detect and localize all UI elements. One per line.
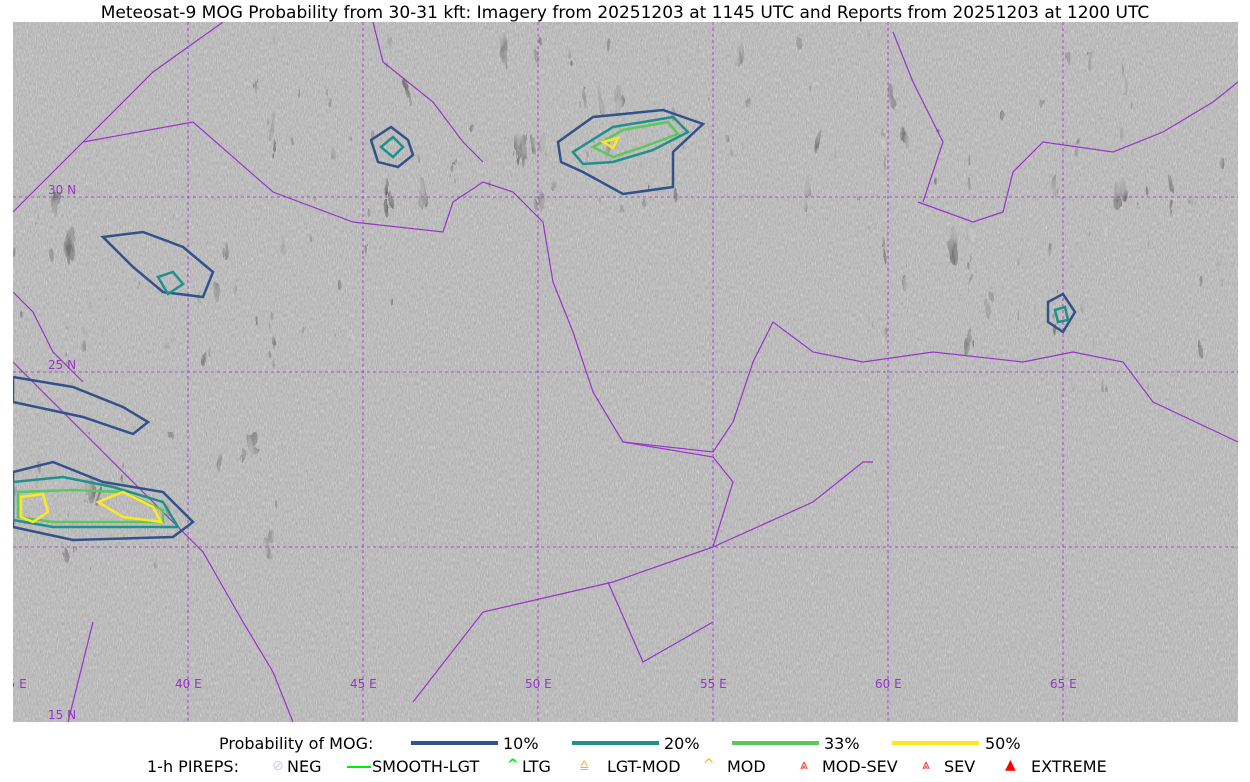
legend-label: MOD [727,757,766,776]
lat-label: 25 N [48,358,76,372]
legend-label: LTG [522,757,551,776]
chart-title: Meteosat-9 MOG Probability from 30-31 kf… [100,3,1150,23]
mod-icon: ^ [703,757,715,773]
lon-label: 40 E [175,677,202,691]
lon-labels: 35 E 40 E 45 E 50 E 55 E 60 E 65 E 30 N … [13,183,1077,722]
lon-label: 60 E [875,677,902,691]
country-borders [13,22,1238,722]
mod-sev-icon: ⩓ [800,757,808,773]
lat-label: 15 N [48,708,76,722]
neg-icon: ⊘ [272,758,284,774]
legend-label: NEG [287,757,322,776]
lon-label: 65 E [1050,677,1077,691]
swatch-33 [732,741,819,745]
swatch-20 [572,741,659,745]
extreme-icon: ▲ [1005,757,1016,773]
legend-label: SEV [944,757,976,776]
smooth-lgt-icon [347,766,371,768]
sev-icon: ⩓ [922,757,930,773]
mog-contours [13,108,1077,542]
graticule [13,22,1238,722]
legend-label: 33% [824,734,860,753]
legend-label: 20% [664,734,700,753]
legend-label: EXTREME [1031,757,1107,776]
lgt-mod-icon: ⩠ [580,757,589,773]
legend-label: 10% [503,734,539,753]
legend-label: LGT-MOD [607,757,681,776]
legend-label: MOD-SEV [822,757,898,776]
legend-label: 50% [985,734,1021,753]
lon-label: 55 E [700,677,727,691]
lon-label: 50 E [525,677,552,691]
lat-label: 30 N [48,183,76,197]
ltg-icon: ^ [507,757,519,773]
swatch-10 [411,741,498,745]
pireps-legend-title: 1-h PIREPS: [147,757,239,776]
lon-label: 35 E [13,677,27,691]
swatch-50 [892,741,979,745]
probability-legend: Probability of MOG: 10% 20% 33% 50% [0,734,1250,754]
lon-label: 45 E [350,677,377,691]
satellite-map: 35 E 40 E 45 E 50 E 55 E 60 E 65 E 30 N … [13,22,1238,722]
pireps-legend: 1-h PIREPS: ⊘ NEG SMOOTH-LGT ^ LTG ⩠ LGT… [0,757,1250,777]
legend-label: SMOOTH-LGT [372,757,480,776]
probability-legend-title: Probability of MOG: [219,734,374,753]
